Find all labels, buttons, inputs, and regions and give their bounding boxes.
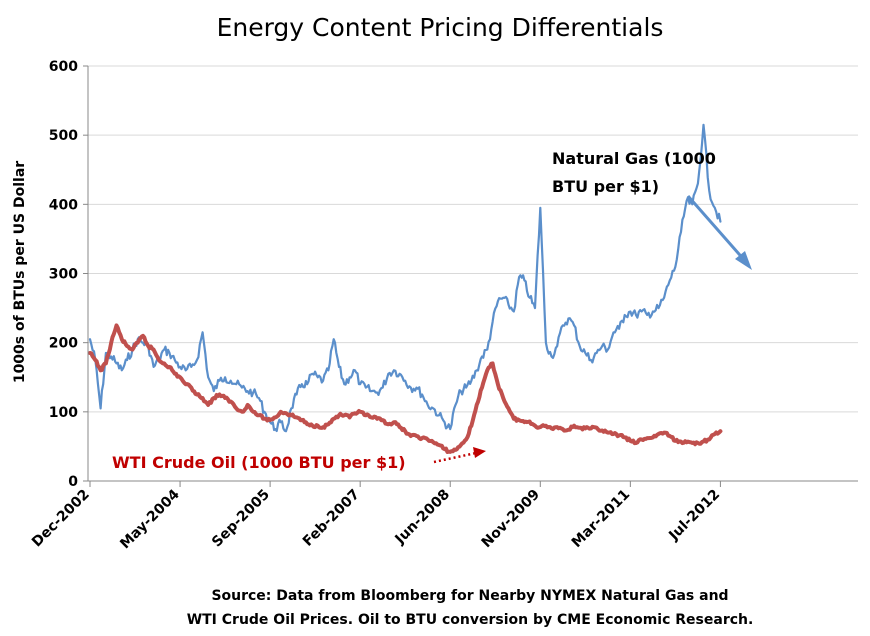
chart-title: Energy Content Pricing Differentials — [217, 13, 664, 42]
wti-crude-line — [88, 323, 723, 454]
y-tick-label: 0 — [68, 474, 78, 490]
x-tick-label: Nov-2009 — [479, 487, 544, 552]
x-tick-label: Dec-2002 — [29, 487, 93, 551]
x-tick-label: Jun-2008 — [392, 487, 453, 548]
x-tick-label: May-2004 — [117, 486, 183, 552]
gas-annotation-line1: Natural Gas (1000 — [552, 149, 716, 168]
grid-lines — [88, 65, 858, 482]
y-tick-label: 100 — [49, 405, 78, 421]
x-tick-label: Mar-2011 — [569, 487, 633, 551]
y-tick-label: 600 — [49, 59, 78, 75]
oil-annotation: WTI Crude Oil (1000 BTU per $1) — [112, 453, 406, 472]
gas-annotation-line2: BTU per $1) — [552, 177, 659, 196]
series-group — [88, 123, 723, 454]
y-axis-label: 1000s of BTUs per US Dollar — [12, 161, 28, 383]
x-tick-label: Feb-2007 — [300, 487, 363, 550]
gas-annotation-arrow — [686, 195, 748, 263]
source-line1: Source: Data from Bloomberg for Nearby N… — [211, 588, 728, 604]
y-tick-label: 500 — [49, 128, 78, 144]
y-axis-ticks: 0 100 200 300 400 500 600 — [49, 59, 88, 490]
y-tick-label: 300 — [49, 267, 78, 283]
natural-gas-line — [88, 123, 722, 433]
oil-annotation-arrow — [433, 451, 477, 464]
y-tick-label: 400 — [49, 197, 78, 213]
x-tick-label: Jul-2012 — [665, 487, 723, 545]
y-tick-label: 200 — [49, 336, 78, 352]
oil-arrowhead — [473, 447, 486, 458]
gas-arrowhead — [735, 251, 752, 270]
x-axis-ticks: Dec-2002 May-2004 Sep-2005 Feb-2007 Jun-2008… — [29, 481, 723, 552]
source-line2: WTI Crude Oil Prices. Oil to BTU convers… — [187, 612, 754, 628]
x-tick-label: Sep-2005 — [209, 487, 273, 551]
